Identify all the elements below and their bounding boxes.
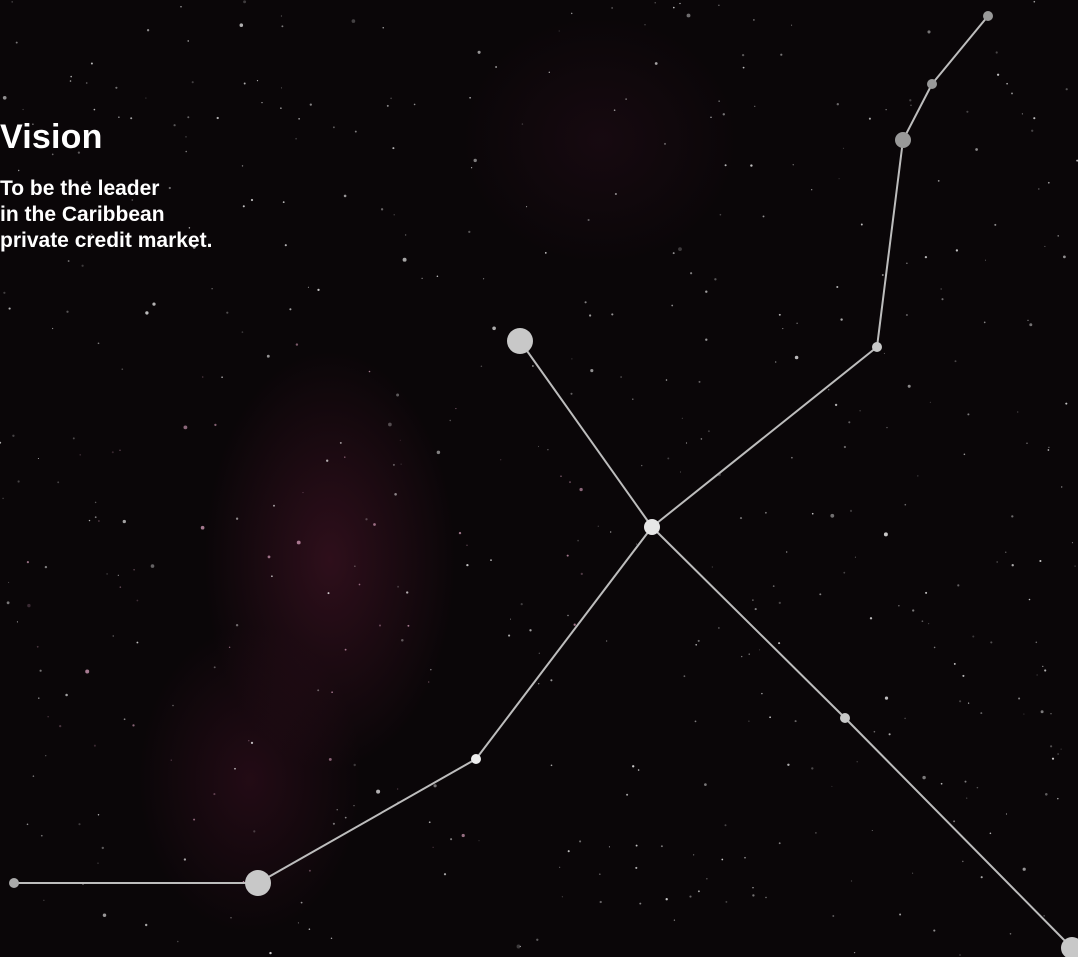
node: [245, 870, 271, 896]
constellation-lines: [14, 16, 1072, 948]
link: [877, 140, 903, 347]
node: [872, 342, 882, 352]
node: [895, 132, 911, 148]
link: [652, 527, 845, 718]
link: [258, 759, 476, 883]
node: [983, 11, 993, 21]
text-line: To be the leader: [0, 176, 212, 202]
link: [476, 527, 652, 759]
node: [9, 878, 19, 888]
node: [471, 754, 481, 764]
link: [520, 341, 652, 527]
node: [644, 519, 660, 535]
node: [840, 713, 850, 723]
link: [845, 718, 1072, 948]
node: [927, 79, 937, 89]
text-line: in the Caribbean: [0, 202, 212, 228]
text-line: private credit market.: [0, 228, 212, 254]
node: [507, 328, 533, 354]
link: [903, 84, 932, 140]
hero-section: Vision To be the leader in the Caribbean…: [0, 0, 1078, 957]
constellation: [0, 0, 1078, 957]
link: [652, 347, 877, 527]
vision-statement: To be the leader in the Caribbean privat…: [0, 176, 212, 254]
constellation-nodes: [9, 11, 1078, 957]
link: [932, 16, 988, 84]
heading: Vision: [0, 118, 103, 157]
